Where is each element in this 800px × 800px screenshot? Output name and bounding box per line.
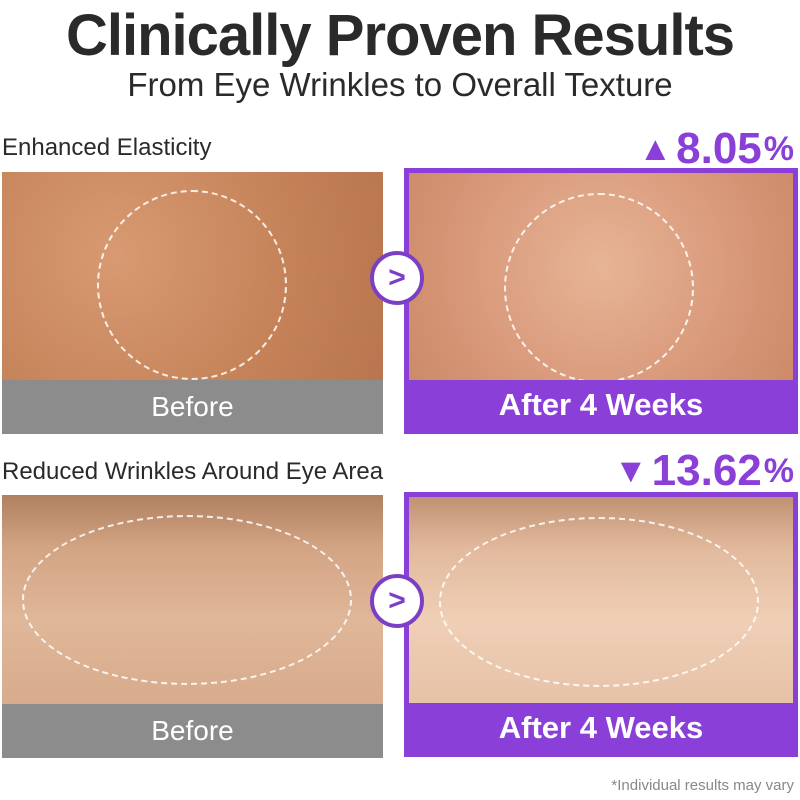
section-label: Reduced Wrinkles Around Eye Area	[2, 458, 384, 485]
stat-value: ▲ 8.05 %	[638, 124, 794, 174]
before-photo	[2, 172, 383, 380]
before-caption: Before	[2, 380, 383, 434]
after-caption: After 4 Weeks	[409, 380, 793, 429]
after-photo	[409, 173, 793, 380]
chevron-right-icon: >	[370, 574, 424, 628]
dashed-circle	[97, 190, 287, 380]
chevron-right-icon: >	[370, 251, 424, 305]
before-image-panel: Before	[2, 172, 383, 434]
stat-number: 8.05	[676, 124, 762, 173]
after-caption: After 4 Weeks	[409, 703, 793, 752]
after-image-panel: After 4 Weeks	[404, 492, 798, 757]
dashed-circle	[504, 193, 694, 380]
dashed-ellipse	[439, 517, 759, 687]
section-label: Enhanced Elasticity	[2, 134, 212, 161]
after-photo	[409, 497, 793, 703]
triangle-down-icon: ▼	[614, 451, 648, 490]
stat-unit: %	[763, 129, 794, 168]
before-photo	[2, 495, 383, 704]
before-caption: Before	[2, 704, 383, 758]
page-subtitle: From Eye Wrinkles to Overall Texture	[127, 66, 673, 103]
before-image-panel: Before	[2, 495, 383, 758]
footnote: *Individual results may vary	[611, 777, 794, 794]
page-title: Clinically Proven Results	[65, 3, 735, 68]
after-image-panel: After 4 Weeks	[404, 168, 798, 434]
dashed-ellipse	[22, 515, 352, 685]
triangle-up-icon: ▲	[638, 129, 673, 168]
stat-value: ▼ 13.62 %	[614, 446, 794, 496]
stat-unit: %	[763, 451, 794, 490]
stat-number: 13.62	[651, 446, 762, 495]
